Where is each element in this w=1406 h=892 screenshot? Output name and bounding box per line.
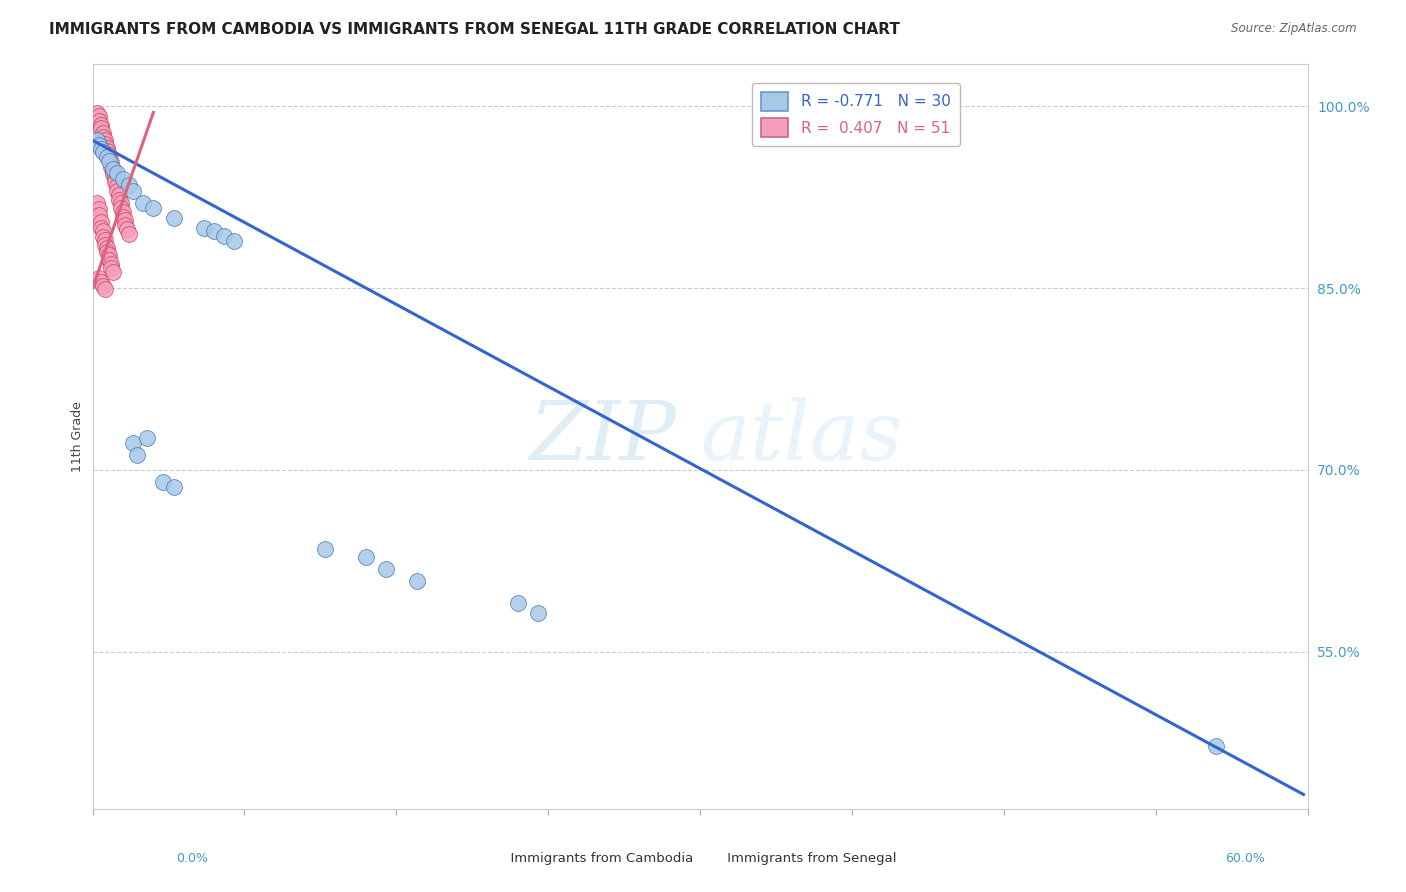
Point: [100, 257, 122, 271]
Point: [91, 145, 114, 160]
Point: [118, 178, 141, 193]
Point: [132, 196, 155, 211]
Point: [115, 221, 138, 235]
Point: [90, 118, 112, 132]
Point: [105, 184, 128, 198]
Point: [405, 574, 427, 589]
Point: [90, 214, 112, 228]
Point: [90, 121, 112, 136]
Point: [100, 260, 122, 275]
Point: [111, 204, 134, 219]
Point: [314, 541, 336, 556]
Point: [90, 220, 112, 235]
Point: [87, 202, 110, 217]
Text: 0.0%: 0.0%: [176, 852, 208, 865]
Point: [118, 227, 141, 241]
Point: [193, 220, 215, 235]
Text: Immigrants from Cambodia        Immigrants from Senegal: Immigrants from Cambodia Immigrants from…: [502, 852, 904, 865]
Point: [354, 550, 377, 565]
Point: [104, 175, 127, 189]
Point: [105, 166, 128, 180]
Point: [212, 229, 235, 244]
Point: [97, 248, 120, 262]
Point: [100, 155, 122, 169]
Point: [97, 148, 120, 162]
Point: [110, 201, 132, 215]
Point: [87, 109, 110, 123]
Point: [1205, 739, 1227, 753]
Point: [224, 234, 246, 248]
Point: [96, 244, 118, 259]
Text: ZIP: ZIP: [529, 397, 676, 476]
Point: [93, 282, 115, 296]
Point: [162, 211, 184, 225]
Point: [96, 141, 118, 155]
Point: [87, 209, 110, 223]
Point: [91, 230, 114, 244]
Point: [108, 187, 131, 202]
Point: [93, 133, 115, 147]
Point: [86, 105, 108, 120]
Point: [114, 213, 136, 227]
Point: [91, 126, 114, 140]
Point: [97, 152, 120, 166]
Point: [93, 233, 115, 247]
Point: [162, 480, 184, 494]
Point: [87, 271, 110, 285]
Point: [87, 114, 110, 128]
Point: [96, 241, 118, 255]
Point: [97, 153, 120, 168]
Point: [114, 218, 136, 232]
Point: [101, 162, 124, 177]
Point: [91, 224, 114, 238]
Point: [127, 448, 149, 462]
Point: [136, 431, 159, 445]
Point: [375, 562, 398, 576]
Point: [86, 133, 108, 147]
Point: [101, 265, 124, 279]
Point: [506, 596, 529, 610]
Point: [86, 196, 108, 211]
Point: [527, 606, 550, 620]
Y-axis label: 11th Grade: 11th Grade: [72, 401, 84, 472]
Point: [93, 136, 115, 151]
Text: IMMIGRANTS FROM CAMBODIA VS IMMIGRANTS FROM SENEGAL 11TH GRADE CORRELATION CHART: IMMIGRANTS FROM CAMBODIA VS IMMIGRANTS F…: [49, 22, 900, 37]
Point: [108, 193, 131, 207]
Point: [101, 163, 124, 178]
Legend: R = -0.771   N = 30, R =  0.407   N = 51: R = -0.771 N = 30, R = 0.407 N = 51: [752, 83, 960, 146]
Point: [90, 275, 112, 289]
Point: [91, 278, 114, 293]
Point: [100, 160, 122, 174]
Text: atlas: atlas: [700, 397, 903, 476]
Text: Source: ZipAtlas.com: Source: ZipAtlas.com: [1232, 22, 1357, 36]
Point: [97, 253, 120, 268]
Point: [105, 179, 128, 194]
Point: [104, 170, 127, 185]
Point: [202, 224, 225, 238]
Text: 60.0%: 60.0%: [1226, 852, 1265, 865]
Point: [122, 436, 145, 450]
Point: [142, 201, 165, 215]
Point: [96, 150, 118, 164]
Point: [93, 237, 115, 252]
Point: [96, 145, 118, 159]
Point: [110, 196, 132, 211]
Point: [87, 138, 110, 153]
Point: [152, 475, 174, 489]
Point: [91, 129, 114, 144]
Point: [111, 210, 134, 224]
Point: [122, 184, 145, 198]
Point: [111, 172, 134, 186]
Point: [90, 142, 112, 156]
Point: [101, 167, 124, 181]
